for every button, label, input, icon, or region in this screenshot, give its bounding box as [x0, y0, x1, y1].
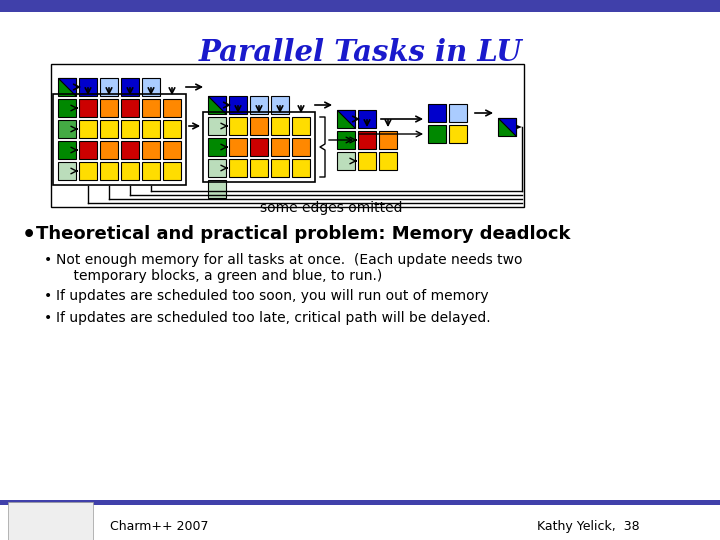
Bar: [379, 152, 397, 170]
Bar: [229, 96, 247, 114]
Bar: [58, 78, 76, 96]
Bar: [250, 117, 268, 135]
Bar: [79, 141, 97, 159]
Text: •: •: [44, 311, 53, 325]
Bar: [79, 162, 97, 180]
Text: some edges omitted: some edges omitted: [260, 201, 402, 215]
Bar: [100, 120, 118, 138]
Text: Not enough memory for all tasks at once.  (Each update needs two: Not enough memory for all tasks at once.…: [56, 253, 523, 267]
Polygon shape: [498, 118, 516, 136]
Bar: [121, 120, 139, 138]
Bar: [79, 120, 97, 138]
Bar: [142, 141, 160, 159]
Bar: [271, 96, 289, 114]
Bar: [163, 120, 181, 138]
Bar: [58, 120, 76, 138]
Bar: [292, 159, 310, 177]
Text: temporary blocks, a green and blue, to run.): temporary blocks, a green and blue, to r…: [56, 269, 382, 283]
Bar: [358, 110, 376, 128]
Text: Parallel Tasks in LU: Parallel Tasks in LU: [198, 38, 522, 67]
Bar: [0, 0, 720, 12]
Bar: [121, 141, 139, 159]
Bar: [292, 117, 310, 135]
Bar: [271, 138, 289, 156]
Bar: [428, 125, 446, 143]
Bar: [58, 162, 76, 180]
Bar: [100, 99, 118, 117]
Bar: [208, 180, 226, 198]
Bar: [163, 141, 181, 159]
Bar: [250, 159, 268, 177]
Bar: [208, 159, 226, 177]
Text: Charm++ 2007: Charm++ 2007: [110, 520, 209, 533]
Polygon shape: [58, 78, 76, 96]
Bar: [358, 131, 376, 149]
Bar: [449, 125, 467, 143]
Bar: [142, 78, 160, 96]
Bar: [79, 78, 97, 96]
Bar: [100, 162, 118, 180]
Polygon shape: [337, 110, 355, 128]
Text: If updates are scheduled too soon, you will run out of memory: If updates are scheduled too soon, you w…: [56, 289, 489, 303]
Bar: [79, 99, 97, 117]
Bar: [229, 138, 247, 156]
Bar: [142, 162, 160, 180]
Bar: [358, 152, 376, 170]
Bar: [208, 138, 226, 156]
Text: If updates are scheduled too late, critical path will be delayed.: If updates are scheduled too late, criti…: [56, 311, 490, 325]
Bar: [292, 138, 310, 156]
Bar: [121, 78, 139, 96]
Bar: [498, 118, 516, 136]
Bar: [337, 110, 355, 128]
Bar: [271, 159, 289, 177]
Bar: [449, 104, 467, 122]
Bar: [250, 138, 268, 156]
Polygon shape: [208, 96, 226, 114]
Bar: [121, 162, 139, 180]
Bar: [337, 131, 355, 149]
Bar: [100, 78, 118, 96]
Bar: [208, 96, 226, 114]
Bar: [163, 162, 181, 180]
Polygon shape: [517, 125, 522, 129]
Bar: [229, 117, 247, 135]
Bar: [121, 99, 139, 117]
Bar: [271, 117, 289, 135]
Bar: [203, 112, 315, 182]
Bar: [142, 99, 160, 117]
Text: Theoretical and practical problem: Memory deadlock: Theoretical and practical problem: Memor…: [36, 225, 570, 243]
Bar: [58, 99, 76, 117]
Bar: [8, 502, 93, 540]
Bar: [379, 131, 397, 149]
Bar: [100, 141, 118, 159]
Bar: [337, 152, 355, 170]
Bar: [208, 117, 226, 135]
Bar: [250, 96, 268, 114]
Bar: [0, 500, 720, 505]
Bar: [428, 104, 446, 122]
Bar: [229, 159, 247, 177]
Bar: [58, 141, 76, 159]
Bar: [53, 94, 186, 185]
Bar: [51, 64, 524, 207]
Text: Kathy Yelick,  38: Kathy Yelick, 38: [537, 520, 640, 533]
Text: •: •: [22, 225, 36, 245]
Bar: [163, 99, 181, 117]
Bar: [142, 120, 160, 138]
Text: •: •: [44, 253, 53, 267]
Text: •: •: [44, 289, 53, 303]
